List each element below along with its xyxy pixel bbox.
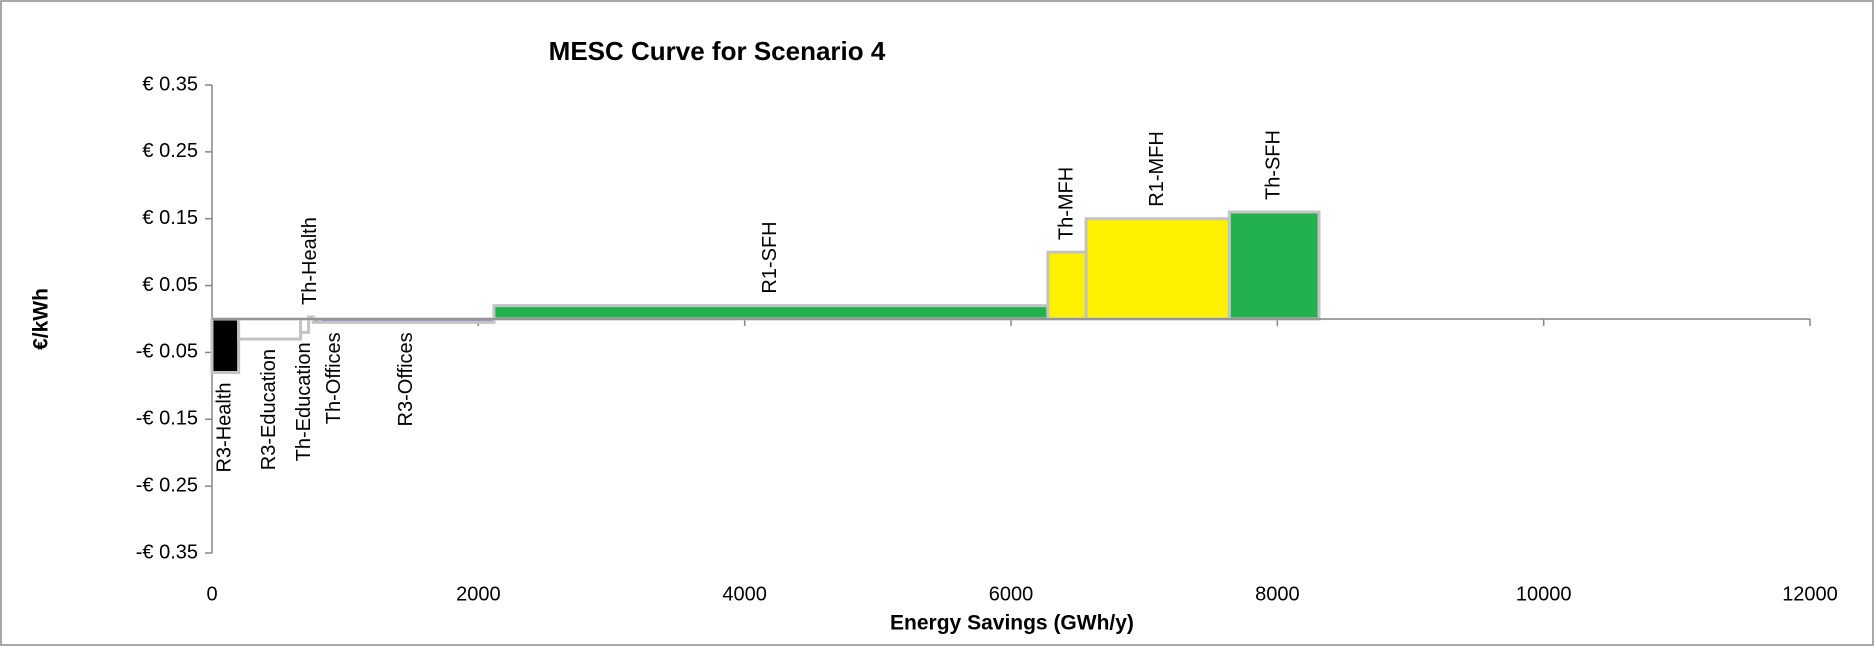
y-tick-label: € 0.25 bbox=[142, 140, 198, 162]
x-axis-title: Energy Savings (GWh/y) bbox=[890, 612, 1134, 635]
bar bbox=[210, 317, 241, 374]
bar-label: Th-Health bbox=[299, 217, 321, 305]
bar-label: R3-Health bbox=[214, 382, 236, 472]
bar-label: Th-SFH bbox=[1262, 130, 1284, 200]
bar bbox=[1227, 210, 1321, 321]
y-tick-label: -€ 0.25 bbox=[136, 474, 198, 496]
bar bbox=[1084, 217, 1231, 321]
y-tick-label: -€ 0.05 bbox=[136, 341, 198, 363]
bar-label: R1-MFH bbox=[1146, 131, 1168, 207]
y-tick-label: € 0.35 bbox=[142, 73, 198, 95]
y-tick-label: -€ 0.35 bbox=[136, 541, 198, 563]
bar-label: R1-SFH bbox=[759, 221, 781, 293]
x-tick-label: 6000 bbox=[989, 583, 1034, 605]
x-tick-label: 0 bbox=[206, 583, 217, 605]
x-tick-label: 2000 bbox=[456, 583, 501, 605]
x-tick-label: 4000 bbox=[722, 583, 767, 605]
bar bbox=[299, 317, 311, 334]
bar-label: Th-Education bbox=[293, 342, 315, 461]
x-tick-label: 12000 bbox=[1782, 583, 1838, 605]
y-axis-title: €/kWh bbox=[30, 288, 53, 350]
bar bbox=[1046, 250, 1088, 321]
y-tick-label: -€ 0.15 bbox=[136, 408, 198, 430]
x-tick-label: 10000 bbox=[1516, 583, 1572, 605]
bar bbox=[237, 317, 303, 341]
bar bbox=[492, 304, 1050, 321]
x-tick-label: 8000 bbox=[1255, 583, 1300, 605]
bar-label: Th-Offices bbox=[323, 332, 345, 424]
y-tick-label: € 0.05 bbox=[142, 274, 198, 296]
chart-title: MESC Curve for Scenario 4 bbox=[549, 36, 886, 66]
bar-label: Th-MFH bbox=[1055, 167, 1077, 240]
y-tick-label: € 0.15 bbox=[142, 207, 198, 229]
bar-label: R3-Offices bbox=[395, 332, 417, 426]
bar-label: R3-Education bbox=[258, 349, 280, 470]
